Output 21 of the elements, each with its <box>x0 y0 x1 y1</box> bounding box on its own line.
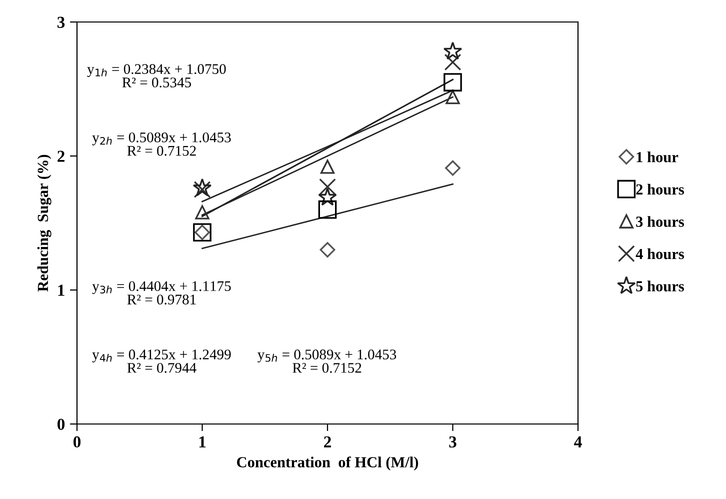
x-tick-label: 2 <box>324 436 331 448</box>
annotation: y$_{2h}$ = 0.5089x + 1.0453 R² = 0.7152 <box>92 132 231 156</box>
y-tick-label: 1 <box>58 284 64 296</box>
annotation: y$_{5h}$ = 0.5089x + 1.0453 R² = 0.7152 <box>258 350 396 373</box>
y-axis-title: Reducing Sugar (%) <box>37 154 52 292</box>
annotation: y$_{4h}$ = 0.4125x + 1.2499 R² = 0.7944 <box>92 350 231 373</box>
y-tick-label: 3 <box>57 16 65 28</box>
annotation: y$_{3h}$ = 0.4404x + 1.1175 R² = 0.9781 <box>92 281 231 305</box>
legend-label: 3 hours <box>636 216 684 227</box>
y-tick-label: 2 <box>58 150 64 162</box>
x-axis-title: Concentration of HCl (M/l) <box>237 456 418 470</box>
x-tick-label: 1 <box>199 436 206 448</box>
annotation: y$_{1h}$ = 0.2384x + 1.0750 R² = 0.5345 <box>87 64 226 88</box>
legend-label: 2 hours <box>636 184 684 195</box>
legend-label: 1 hour <box>636 152 678 162</box>
x-tick-label: 3 <box>449 436 456 448</box>
x-tick-label: 0 <box>73 436 81 448</box>
x-tick-label: 4 <box>574 436 582 448</box>
y-tick-label: 0 <box>57 418 65 430</box>
legend-label: 4 hours <box>636 248 684 260</box>
legend-label: 5 hours <box>636 280 684 292</box>
